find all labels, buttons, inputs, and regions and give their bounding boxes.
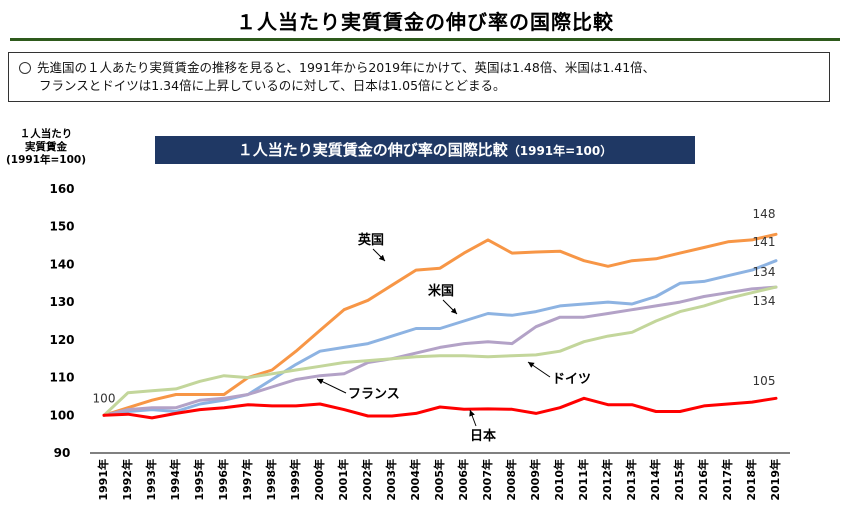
x-tick-label: 2011年 — [576, 459, 590, 501]
page-title: １人当たり実質賃金の伸び率の国際比較 — [236, 10, 614, 34]
x-tick-label: 1996年 — [216, 459, 230, 501]
series-label-arrow — [442, 299, 458, 315]
series-line-ドイツ — [102, 285, 778, 417]
x-tick-label: 1998年 — [264, 459, 278, 501]
y-axis-label: １人当たり 実質賃金 (1991年=100) — [0, 128, 92, 167]
end-value-label: 141 — [753, 235, 776, 249]
x-tick-label: 2010年 — [552, 459, 566, 501]
summary-text-2: フランスとドイツは1.34倍に上昇しているのに対して、日本は1.05倍にとどまる… — [39, 78, 506, 93]
y-tick-label: 90 — [54, 446, 71, 460]
x-tick-label: 1992年 — [120, 459, 134, 501]
series-label-米国: 米国 — [428, 283, 454, 299]
bullet-circle-icon — [19, 62, 31, 74]
x-tick-label: 2014年 — [648, 459, 662, 501]
x-tick-label: 2015年 — [672, 459, 686, 501]
series-label-arrow — [372, 248, 386, 262]
summary-line-1: 先進国の１人あたり実質賃金の推移を見ると、1991年から2019年にかけて、英国… — [19, 59, 819, 77]
x-tick-label: 1994年 — [168, 459, 182, 501]
x-tick-label: 2016年 — [696, 459, 710, 501]
start-value-label: 100 — [93, 391, 116, 405]
y-axis-label-line-1: １人当たり — [19, 128, 73, 140]
series-label-arrow — [527, 361, 551, 378]
x-tick-label: 2013年 — [624, 459, 638, 501]
end-value-label: 148 — [753, 207, 776, 221]
y-tick-label: 110 — [49, 371, 74, 385]
y-tick-label: 100 — [49, 408, 74, 422]
x-tick-label: 2001年 — [336, 459, 350, 501]
x-tick-label: 2018年 — [744, 459, 758, 501]
x-tick-label: 1997年 — [240, 459, 254, 501]
x-tick-label: 2000年 — [312, 459, 326, 501]
chart-subtitle: （1991年=100） — [507, 144, 613, 158]
summary-text-1: 先進国の１人あたり実質賃金の推移を見ると、1991年から2019年にかけて、英国… — [37, 60, 656, 75]
x-tick-label: 2003年 — [384, 459, 398, 501]
title-divider — [10, 38, 840, 41]
x-tick-label: 1991年 — [96, 459, 110, 501]
x-tick-label: 2019年 — [768, 459, 782, 501]
series-label-フランス: フランス — [348, 387, 400, 402]
end-value-label: 134 — [753, 265, 776, 279]
x-tick-label: 2002年 — [360, 459, 374, 501]
y-axis-label-line-2: 実質賃金 — [25, 141, 67, 153]
series-label-英国: 英国 — [357, 232, 384, 248]
y-tick-label: 130 — [49, 295, 74, 309]
x-tick-label: 2012年 — [600, 459, 614, 501]
x-tick-label: 2009年 — [528, 459, 542, 501]
x-tick-label: 1999年 — [288, 459, 302, 501]
y-axis-label-line-3: (1991年=100) — [5, 154, 87, 166]
summary-box: 先進国の１人あたり実質賃金の推移を見ると、1991年から2019年にかけて、英国… — [8, 52, 830, 102]
x-tick-label: 2005年 — [432, 459, 446, 501]
x-tick-label: 2007年 — [480, 459, 494, 501]
y-tick-label: 120 — [49, 333, 74, 347]
x-tick-label: 2004年 — [408, 459, 422, 501]
x-tick-label: 1995年 — [192, 459, 206, 501]
series-label-ドイツ: ドイツ — [552, 372, 591, 387]
x-tick-label: 2017年 — [720, 459, 734, 501]
series-label-arrow — [469, 409, 477, 427]
series-label-arrow — [316, 378, 347, 394]
series-label-日本: 日本 — [470, 428, 496, 444]
series-line-英国 — [102, 232, 778, 417]
y-tick-label: 140 — [49, 257, 74, 271]
series-line-日本 — [102, 396, 778, 420]
end-value-label: 134 — [753, 294, 776, 308]
chart-title: １人当たり実質賃金の伸び率の国際比較（1991年=100） — [155, 136, 695, 164]
y-tick-label: 160 — [49, 182, 74, 196]
end-value-label: 105 — [753, 374, 776, 388]
y-tick-label: 150 — [49, 220, 74, 234]
x-tick-label: 2008年 — [504, 459, 518, 501]
series-line-米国 — [102, 259, 778, 417]
chart-title-text: １人当たり実質賃金の伸び率の国際比較 — [237, 141, 508, 159]
x-tick-label: 1993年 — [144, 459, 158, 501]
x-tick-label: 2006年 — [456, 459, 470, 501]
series-line-フランス — [102, 285, 778, 417]
